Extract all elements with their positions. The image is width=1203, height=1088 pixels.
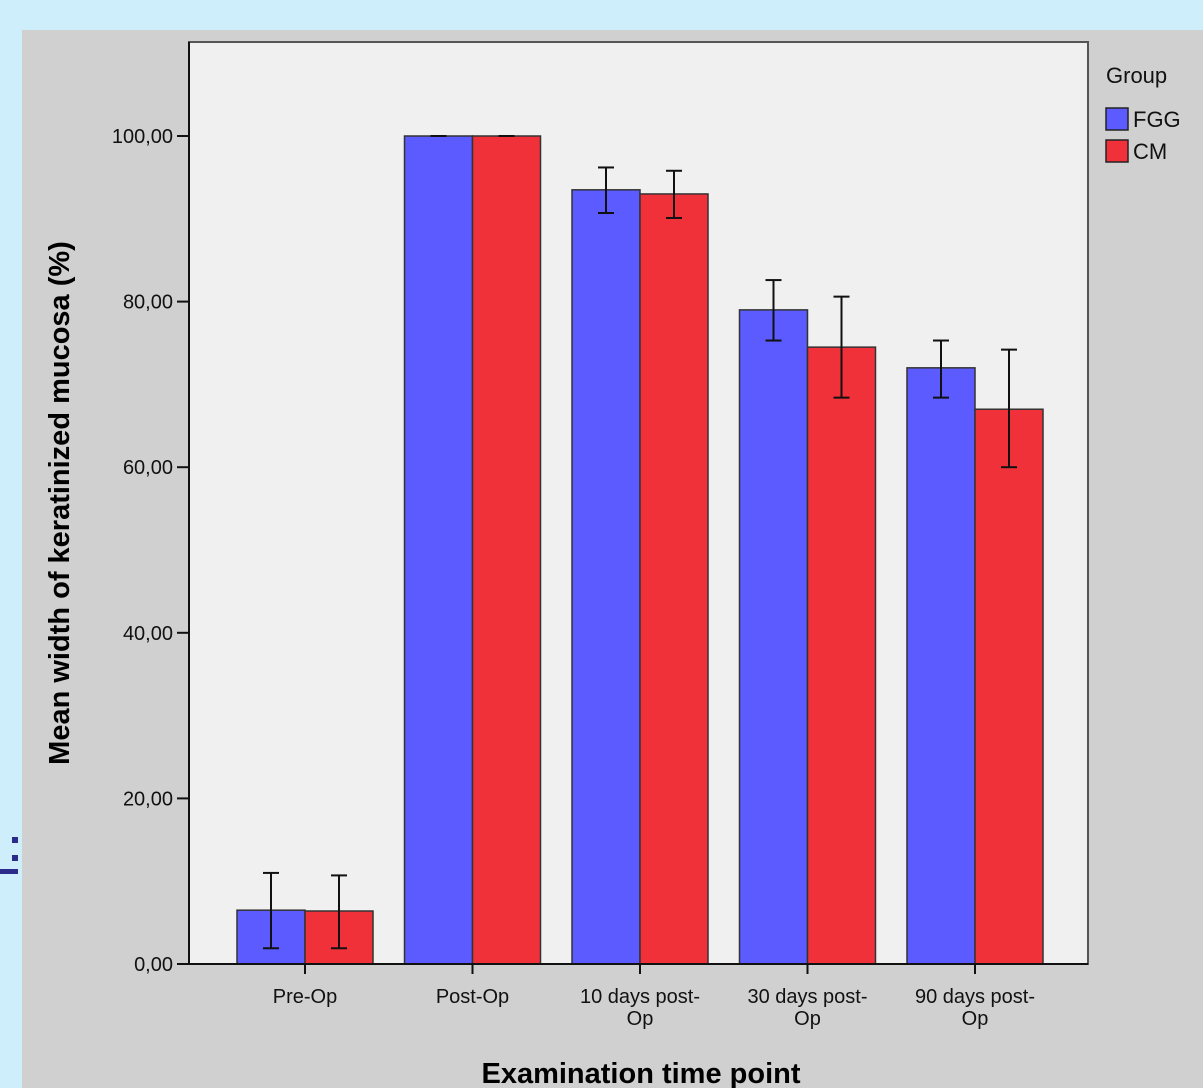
error-bars-layer	[263, 135, 1017, 950]
error-bar-cm-4	[1001, 348, 1017, 469]
bar-cm-2	[639, 193, 709, 965]
y-tick-label: 0,00	[134, 954, 173, 976]
x-category-label: 30 days post-	[747, 986, 867, 1008]
legend-label-cm: CM	[1133, 139, 1167, 164]
bar-fgg-3	[738, 309, 809, 965]
bars-layer	[236, 135, 1044, 965]
legend-swatch-cm	[1105, 139, 1129, 163]
y-tick-label: 60,00	[123, 457, 173, 479]
bar-cm-3	[806, 346, 877, 965]
x-category-label: 90 days post-	[915, 986, 1035, 1008]
error-bar-cm-2	[666, 169, 682, 219]
x-category-label: 10 days post-	[580, 986, 700, 1008]
y-axis: 0,00 20,00 40,00 60,00 80,00 100,00	[112, 42, 190, 976]
y-tick-label: 80,00	[123, 292, 173, 314]
x-category-label: Pre-Op	[273, 986, 337, 1008]
bar-fgg-1	[403, 135, 474, 965]
legend: Group FGG CM	[1105, 63, 1181, 164]
error-bar-fgg-3	[765, 279, 782, 342]
y-tick-label: 100,00	[112, 126, 173, 148]
edge-decoration	[0, 837, 18, 874]
bar-fgg-2	[571, 189, 641, 965]
error-bar-fgg-4	[933, 339, 949, 399]
error-bar-cm-0	[331, 874, 347, 950]
y-axis-title: Mean width of keratinized mucosa (%)	[44, 241, 76, 765]
legend-label-fgg: FGG	[1133, 107, 1181, 132]
legend-swatch-fgg	[1105, 107, 1129, 131]
error-bar-fgg-2	[598, 166, 614, 215]
bar-cm-4	[974, 408, 1044, 965]
x-category-label: Op	[627, 1008, 654, 1030]
y-tick-label: 40,00	[123, 623, 173, 645]
bar-fgg-4	[906, 367, 976, 965]
bar-cm-1	[471, 135, 542, 965]
x-category-label: Op	[962, 1008, 989, 1030]
legend-title: Group	[1106, 63, 1167, 88]
error-bar-cm-3	[833, 295, 850, 399]
y-tick-label: 20,00	[123, 788, 173, 810]
x-category-label: Post-Op	[436, 986, 509, 1008]
x-axis-title: Examination time point	[481, 1058, 800, 1088]
x-category-label: Op	[794, 1008, 821, 1030]
error-bar-fgg-0	[263, 871, 279, 950]
